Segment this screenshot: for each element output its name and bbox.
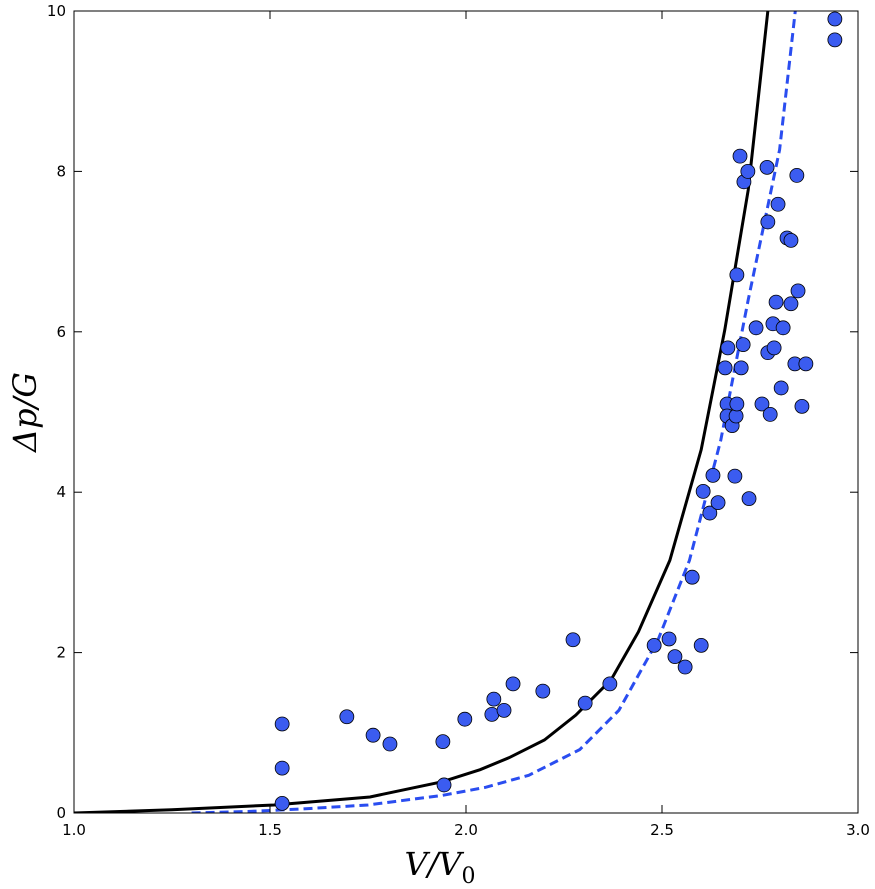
data-point — [766, 340, 782, 356]
data-point — [741, 491, 757, 507]
y-tick-label: 4 — [56, 483, 66, 501]
data-point — [565, 632, 581, 648]
data-point — [748, 320, 764, 336]
x-tick-label: 3.0 — [846, 821, 870, 839]
data-point — [827, 11, 843, 27]
data-point — [505, 676, 521, 692]
data-point — [486, 691, 502, 707]
data-point — [710, 495, 726, 511]
data-point — [768, 294, 784, 310]
data-point — [770, 196, 786, 212]
curves — [74, 11, 797, 813]
x-axis-label-subscript: 0 — [462, 864, 476, 889]
data-point — [602, 676, 618, 692]
data-point — [732, 148, 748, 164]
data-point — [759, 159, 775, 175]
y-axis-label: Δp/G — [6, 372, 44, 454]
scatter-points — [274, 11, 843, 811]
data-point — [783, 296, 799, 312]
data-point — [729, 396, 745, 412]
data-point — [693, 637, 709, 653]
data-point — [773, 380, 789, 396]
data-point — [365, 727, 381, 743]
x-tick-label: 2.0 — [454, 821, 478, 839]
data-point — [274, 760, 290, 776]
data-point — [762, 407, 778, 422]
data-point — [339, 709, 355, 725]
x-tick-label: 2.5 — [650, 821, 674, 839]
data-point — [684, 569, 700, 585]
x-axis-label: V/V0 — [405, 845, 476, 889]
data-point — [727, 468, 743, 484]
data-point — [577, 695, 593, 711]
data-point — [760, 214, 776, 230]
data-point — [705, 467, 721, 483]
data-point — [790, 283, 806, 299]
data-point — [827, 32, 843, 48]
data-point — [798, 356, 814, 372]
data-point — [695, 483, 711, 499]
data-point — [754, 396, 770, 412]
data-point — [735, 337, 751, 353]
data-point — [720, 340, 736, 356]
y-tick-label: 10 — [47, 2, 66, 20]
data-point — [775, 320, 791, 336]
data-point — [274, 795, 290, 811]
dashed-curve — [191, 11, 797, 813]
data-point — [740, 163, 756, 179]
data-point — [535, 683, 551, 699]
data-point — [436, 777, 452, 793]
data-point — [783, 232, 799, 248]
data-point — [733, 360, 749, 376]
data-point — [794, 398, 810, 414]
y-tick-label: 2 — [56, 644, 66, 662]
data-point — [729, 267, 745, 283]
data-point — [646, 637, 662, 653]
data-point — [661, 631, 677, 647]
data-point — [789, 168, 805, 183]
data-point — [667, 649, 683, 665]
ticks: 1.0 1.5 2.0 2.5 3.0 0 2 4 6 8 10 — [47, 2, 870, 839]
data-point — [496, 702, 512, 718]
x-tick-label: 1.5 — [258, 821, 282, 839]
y-tick-label: 6 — [56, 323, 66, 341]
solid-curve — [74, 11, 770, 813]
data-point — [457, 711, 473, 727]
data-point — [702, 505, 718, 521]
data-point — [717, 360, 733, 376]
data-point — [677, 659, 693, 675]
data-point — [274, 716, 290, 732]
y-tick-label: 0 — [56, 804, 66, 822]
data-point — [435, 734, 451, 750]
data-point — [382, 736, 398, 752]
x-tick-label: 1.0 — [62, 821, 86, 839]
y-tick-label: 8 — [56, 162, 66, 180]
